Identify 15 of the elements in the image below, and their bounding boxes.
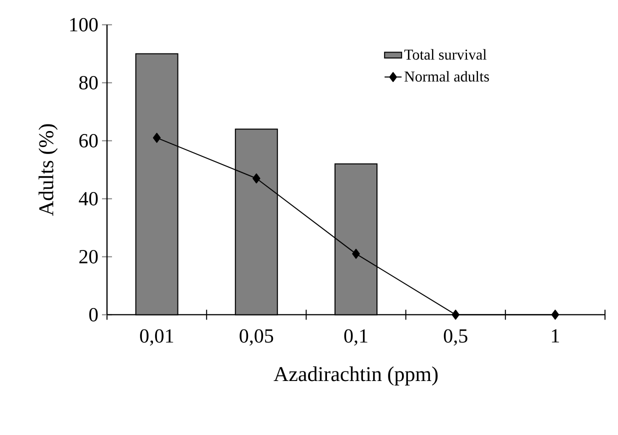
y-tick-label: 20 bbox=[79, 250, 98, 264]
x-tick-label: 1 bbox=[552, 329, 559, 342]
y-tick-label: 60 bbox=[79, 134, 98, 148]
legend-label: Total survival bbox=[404, 49, 486, 60]
legend-label: Normal adults bbox=[404, 71, 489, 82]
y-tick-label: 80 bbox=[79, 76, 98, 90]
x-tick-label: 0,01 bbox=[140, 329, 174, 346]
y-tick-label: 40 bbox=[78, 192, 98, 206]
x-tick-label: 0,5 bbox=[444, 329, 468, 346]
x-tick-label: 0,1 bbox=[344, 329, 368, 346]
y-tick-label: 100 bbox=[70, 18, 98, 32]
y-tick-label: 0 bbox=[89, 308, 98, 322]
x-tick-label: 0,05 bbox=[240, 329, 274, 346]
x-axis-title: Azadirachtin (ppm) bbox=[274, 366, 438, 386]
y-axis-title: Adults (%) bbox=[38, 124, 58, 216]
